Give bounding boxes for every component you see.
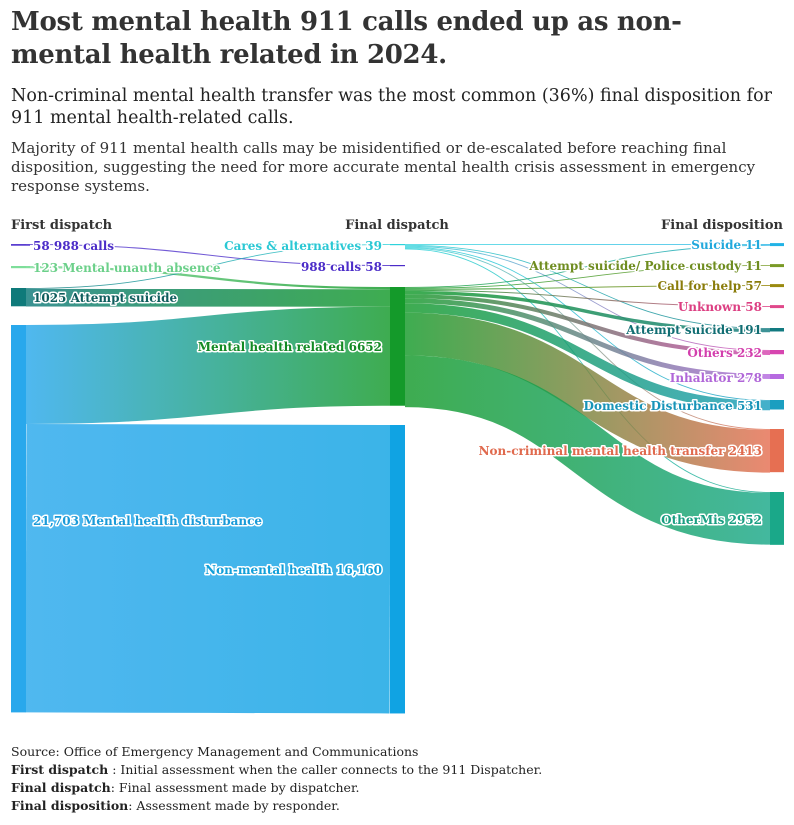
chart-title: Most mental health 911 calls ended up as… [11,7,682,70]
node-label-ncmht: Non-criminal mental health transfer 2413 [479,444,762,458]
node-cares [390,244,405,246]
sankey-nodes [11,243,784,714]
link-mhr-to-othermis [404,355,771,545]
node-label-attempt: 1025 Attempt suicide [33,291,178,305]
node-label-othermis: OtherMis 2952 [661,513,762,527]
column-header-final-dispatch: Final dispatch [345,218,449,233]
definition-final-disposition: Final disposition: Assessment made by re… [11,797,781,815]
link-mhr-to-dom [404,303,771,411]
chart-description: Majority of 911 mental health calls may … [11,139,756,195]
node-label-suicide: Suicide 11 [691,238,762,252]
link-mhr-to-others [404,294,771,355]
node-label-nmh: Non-mental health 16,160 [205,563,382,577]
node-label-disturb: 21,703 Mental health disturbance [33,514,262,528]
link-disturb-to-nmh [25,423,391,714]
node-nmh [390,425,405,714]
definition-text: : Assessment made by responder. [128,798,340,813]
link-disturb-to-mhr [25,306,391,424]
link-mhr-to-unknown [404,289,771,308]
link-unauth-to-mhr [25,266,391,290]
column-header-first-dispatch: First dispatch [11,218,113,233]
node-label-help: Call for help 57 [658,279,762,293]
link-mhr-to-inhal [404,298,771,379]
link-attempt-to-cares [25,244,391,289]
link-mhr-to-apc [404,265,771,289]
node-label-cares: Cares & alternatives 39 [224,239,382,253]
node-label-inhal: Inhalator 278 [670,371,762,385]
node-label-d988: 988 calls 58 [301,260,382,274]
sankey-labels: 58 988 calls 123 Mental unauth absence 102… [32,237,764,579]
node-d988 [390,265,405,267]
definition-term: Final dispatch [11,780,111,795]
node-disturb [11,325,26,713]
definition-term: First dispatch [11,762,109,777]
node-label-s988: 58 988 calls [33,239,114,253]
node-label-unknown: Unknown 58 [678,300,762,314]
node-label-as191: Attempt suicide 191 [625,323,762,337]
link-mhr-to-ncmht [404,312,771,473]
node-label-apc: Attempt suicide/ Police custody 11 [528,259,762,273]
node-label-dom: Domestic Disturbance 531 [584,399,762,413]
definition-text: : Initial assessment when the caller con… [108,762,543,777]
node-label-others: Others 232 [687,346,762,360]
chart-footer: Source: Office of Emergency Management a… [11,743,781,815]
definition-term: Final disposition [11,798,129,813]
node-mhr [390,287,405,406]
node-attempt [11,288,26,307]
column-header-final-disposition: Final disposition [661,218,783,233]
link-s988-to-d988 [25,244,391,267]
link-mhr-to-suicide [404,244,771,288]
node-label-mhr: Mental health related 6652 [198,340,382,354]
node-label-unauth: 123 Mental unauth absence [33,261,221,275]
link-mhr-to-as191 [404,290,771,333]
sankey-links [25,244,771,714]
definition-text: : Final assessment made by dispatcher. [110,780,360,795]
source-note: Source: Office of Emergency Management a… [11,744,419,759]
link-mhr-to-help [404,284,771,290]
definition-first-dispatch: First dispatch : Initial assessment when… [11,761,781,779]
sankey-chart: First dispatch Final dispatch Final disp… [11,218,784,714]
definition-final-dispatch: Final dispatch: Final assessment made by… [11,779,781,797]
chart-subtitle: Non-criminal mental health transfer was … [11,86,772,128]
